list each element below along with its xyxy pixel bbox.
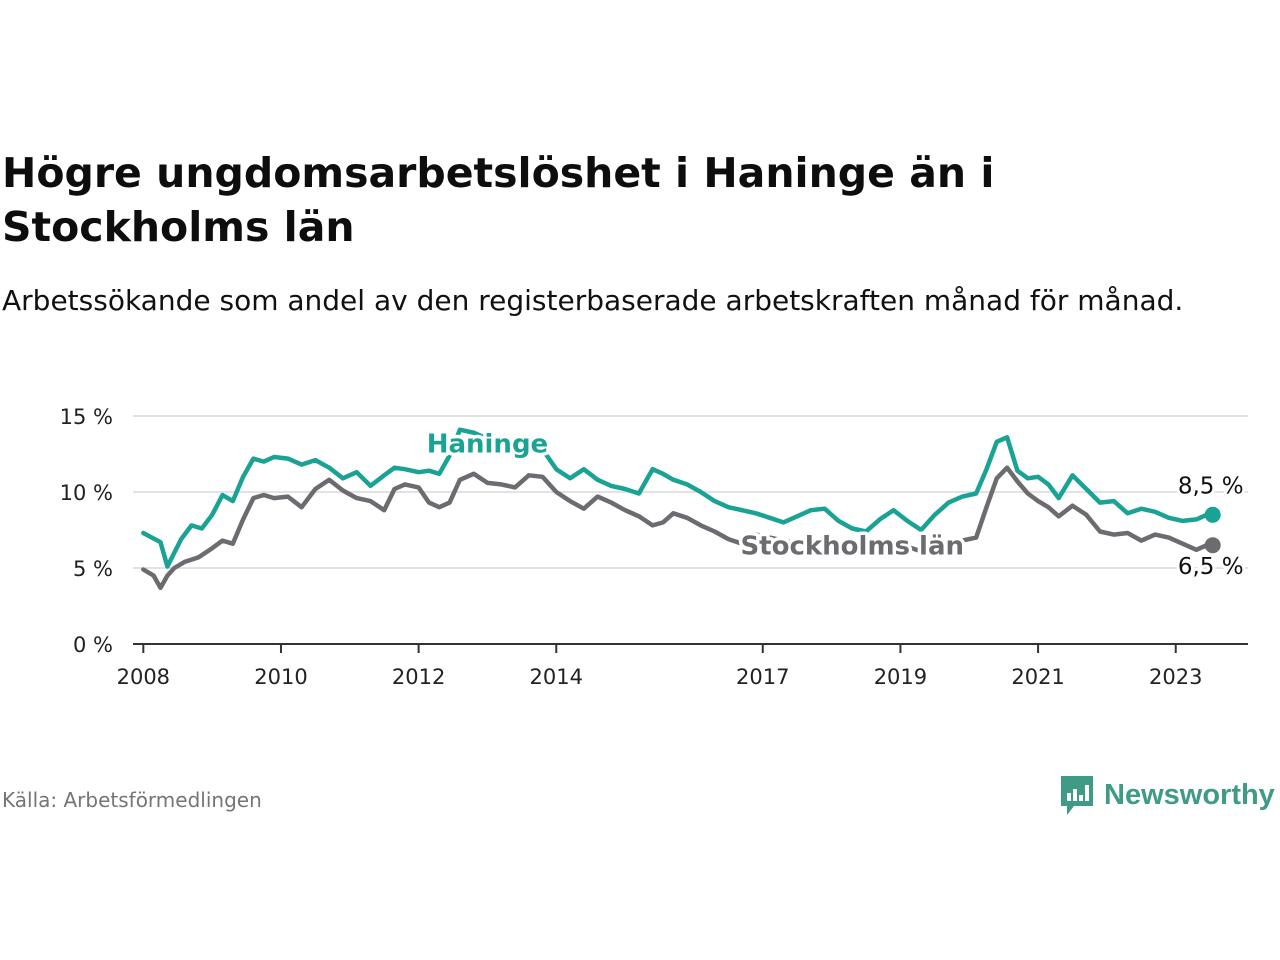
- haninge-end-marker: [1204, 506, 1221, 523]
- x-tick-label: 2017: [736, 665, 789, 689]
- chart-title: Högre ungdomsarbetslöshet i Haninge än i…: [2, 149, 995, 251]
- stockholm-label: Stockholms län: [740, 531, 964, 561]
- x-tick-label: 2023: [1149, 665, 1202, 689]
- y-tick-label: 15 %: [60, 405, 113, 429]
- line-chart: 0 %5 %10 %15 % 2008 2010 2012 2014 2017 2019 2…: [60, 405, 1248, 689]
- stockholm-line: [141, 465, 1209, 591]
- haninge-label: Haninge: [427, 429, 548, 459]
- x-tick-label: 2019: [874, 665, 927, 689]
- x-tick-label: 2010: [254, 665, 307, 689]
- series-lines: [141, 427, 1221, 591]
- x-axis: 2008 2010 2012 2014 2017 2019 2021 2023: [117, 643, 1248, 689]
- brand-name: Newsworthy: [1104, 778, 1275, 811]
- x-tick-label: 2014: [530, 665, 583, 689]
- brand-logo[interactable]: Newsworthy: [1058, 772, 1275, 818]
- series-labels: Haninge Stockholms län 8,5 % 6,5 %: [423, 426, 1246, 583]
- y-tick-label: 5 %: [73, 557, 113, 581]
- stockholm-end-marker: [1204, 537, 1221, 554]
- gridlines: [133, 415, 1248, 569]
- y-axis: 0 % 5 % 10 % 15 %: [60, 405, 113, 657]
- y-tick-label: 0 %: [73, 633, 113, 657]
- x-tick-label: 2008: [117, 665, 170, 689]
- chart-subtitle: Arbetssökande som andel av den registerb…: [2, 284, 1184, 317]
- x-tick-label: 2012: [392, 665, 445, 689]
- source-note: Källa: Arbetsförmedlingen: [2, 788, 262, 812]
- bar-chart-speech-bubble-icon: [1061, 776, 1093, 815]
- stockholm-end-value: 6,5 %: [1178, 554, 1244, 580]
- x-tick-label: 2021: [1011, 665, 1064, 689]
- y-tick-label: 10 %: [60, 481, 113, 505]
- haninge-end-value: 8,5 %: [1178, 474, 1244, 500]
- haninge-line: [141, 427, 1209, 569]
